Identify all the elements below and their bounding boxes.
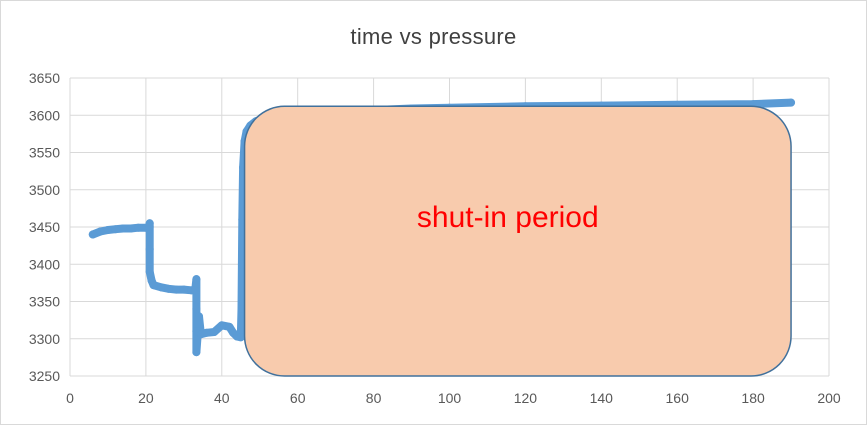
- data-point: [192, 348, 201, 357]
- y-tick-label: 3650: [29, 70, 60, 86]
- y-tick-label: 3350: [29, 294, 60, 310]
- x-tick-label: 100: [438, 390, 462, 406]
- y-tick-label: 3450: [29, 219, 60, 235]
- data-point: [210, 328, 219, 337]
- data-point: [134, 223, 143, 232]
- y-tick-label: 3550: [29, 145, 60, 161]
- data-point: [237, 304, 246, 313]
- data-point: [149, 281, 158, 290]
- data-point: [96, 227, 105, 236]
- data-point: [192, 304, 201, 313]
- data-point: [103, 225, 112, 234]
- x-tick-label: 20: [138, 390, 154, 406]
- x-tick-label: 80: [366, 390, 382, 406]
- data-point: [88, 230, 97, 239]
- x-tick-label: 40: [214, 390, 230, 406]
- x-tick-label: 0: [66, 390, 74, 406]
- y-tick-label: 3250: [29, 368, 60, 384]
- x-tick-label: 180: [741, 390, 765, 406]
- x-tick-label: 60: [290, 390, 306, 406]
- data-point: [179, 285, 188, 294]
- data-point: [787, 98, 796, 107]
- chart-title: time vs pressure: [350, 24, 517, 49]
- y-tick-label: 3500: [29, 182, 60, 198]
- data-point: [202, 328, 211, 337]
- data-point: [119, 224, 128, 233]
- data-point: [157, 283, 166, 292]
- y-tick-label: 3300: [29, 331, 60, 347]
- data-point: [191, 286, 200, 295]
- x-tick-label: 200: [817, 390, 841, 406]
- data-point: [217, 321, 226, 330]
- data-point: [145, 267, 154, 276]
- data-point: [111, 225, 120, 234]
- x-tick-label: 140: [590, 390, 614, 406]
- data-point: [195, 312, 204, 321]
- x-tick-label: 160: [666, 390, 690, 406]
- shut-in-period-box: [243, 105, 792, 377]
- data-point: [126, 224, 135, 233]
- y-tick-label: 3600: [29, 107, 60, 123]
- data-point: [172, 285, 181, 294]
- shut-in-period-label: shut-in period: [417, 201, 599, 234]
- data-point: [145, 219, 154, 228]
- data-point: [164, 284, 173, 293]
- y-tick-label: 3400: [29, 256, 60, 272]
- data-point: [145, 245, 154, 254]
- x-tick-label: 120: [514, 390, 538, 406]
- data-point: [192, 275, 201, 284]
- data-point: [236, 333, 245, 342]
- data-point: [225, 322, 234, 331]
